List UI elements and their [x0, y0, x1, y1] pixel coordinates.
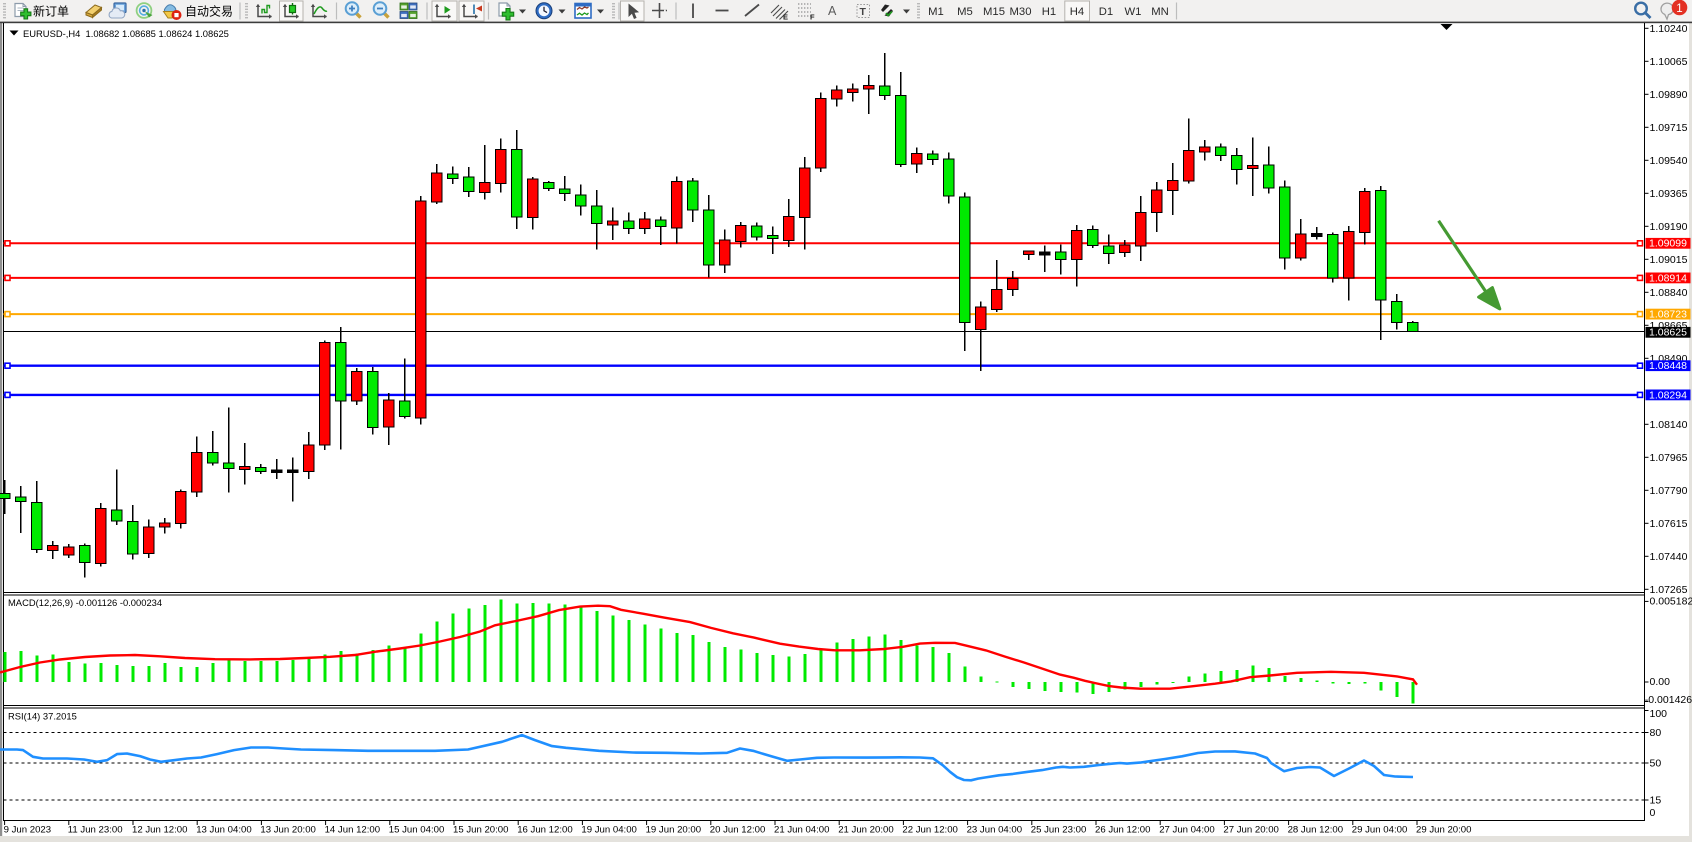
svg-text:0: 0 — [1650, 807, 1656, 819]
svg-text:M1: M1 — [928, 6, 944, 18]
svg-text:0.005182: 0.005182 — [1650, 596, 1692, 608]
svg-text:1.07965: 1.07965 — [1650, 452, 1688, 464]
svg-text:20 Jun 12:00: 20 Jun 12:00 — [710, 825, 765, 836]
svg-text:EURUSD-,H4 1.08682 1.08685 1.: EURUSD-,H4 1.08682 1.08685 1.08624 1.086… — [23, 28, 229, 39]
svg-text:W1: W1 — [1125, 6, 1142, 18]
svg-text:1.10065: 1.10065 — [1650, 56, 1688, 68]
svg-text:MACD(12,26,9) -0.001126 -0.000: MACD(12,26,9) -0.001126 -0.000234 — [8, 597, 162, 608]
svg-text:E: E — [783, 13, 788, 22]
svg-text:1.09890: 1.09890 — [1650, 89, 1688, 101]
svg-text:1.09540: 1.09540 — [1650, 155, 1688, 167]
svg-text:M30: M30 — [1010, 6, 1032, 18]
svg-text:1.09099: 1.09099 — [1649, 238, 1687, 250]
svg-text:15 Jun 04:00: 15 Jun 04:00 — [389, 825, 444, 836]
svg-text:22 Jun 12:00: 22 Jun 12:00 — [902, 825, 957, 836]
svg-text:50: 50 — [1650, 758, 1662, 770]
svg-text:1.09190: 1.09190 — [1650, 221, 1688, 233]
svg-text:23 Jun 04:00: 23 Jun 04:00 — [967, 825, 1022, 836]
svg-text:28 Jun 12:00: 28 Jun 12:00 — [1288, 825, 1343, 836]
svg-text:27 Jun 04:00: 27 Jun 04:00 — [1159, 825, 1214, 836]
svg-text:19 Jun 04:00: 19 Jun 04:00 — [581, 825, 636, 836]
svg-text:M5: M5 — [957, 6, 973, 18]
svg-text:自动交易: 自动交易 — [185, 4, 233, 19]
svg-text:A: A — [828, 4, 837, 18]
svg-text:1.09015: 1.09015 — [1650, 254, 1688, 266]
svg-text:1.08723: 1.08723 — [1649, 309, 1687, 321]
svg-text:12 Jun 12:00: 12 Jun 12:00 — [132, 825, 187, 836]
svg-text:13 Jun 04:00: 13 Jun 04:00 — [196, 825, 251, 836]
svg-text:M15: M15 — [983, 6, 1005, 18]
svg-text:1.08448: 1.08448 — [1649, 360, 1687, 372]
svg-text:1.08914: 1.08914 — [1649, 272, 1687, 284]
svg-text:H4: H4 — [1070, 6, 1084, 18]
svg-text:27 Jun 20:00: 27 Jun 20:00 — [1223, 825, 1278, 836]
svg-text:1.08840: 1.08840 — [1650, 287, 1688, 299]
svg-text:13 Jun 20:00: 13 Jun 20:00 — [260, 825, 315, 836]
svg-text:21 Jun 20:00: 21 Jun 20:00 — [838, 825, 893, 836]
svg-text:新订单: 新订单 — [33, 4, 69, 19]
svg-text:1.07615: 1.07615 — [1650, 518, 1688, 530]
svg-text:14 Jun 12:00: 14 Jun 12:00 — [325, 825, 380, 836]
svg-text:D1: D1 — [1099, 6, 1113, 18]
svg-text:1.09365: 1.09365 — [1650, 188, 1688, 200]
svg-text:80: 80 — [1650, 727, 1662, 739]
svg-text:1.08625: 1.08625 — [1649, 327, 1687, 339]
svg-text:1: 1 — [1676, 3, 1682, 15]
svg-text:0.00: 0.00 — [1650, 676, 1671, 688]
svg-text:MN: MN — [1151, 6, 1169, 18]
svg-text:29 Jun 04:00: 29 Jun 04:00 — [1352, 825, 1407, 836]
svg-text:1.09715: 1.09715 — [1650, 122, 1688, 134]
svg-text:1.07440: 1.07440 — [1650, 551, 1688, 563]
svg-text:11 Jun 23:00: 11 Jun 23:00 — [68, 825, 123, 836]
svg-text:H1: H1 — [1042, 6, 1056, 18]
svg-text:21 Jun 04:00: 21 Jun 04:00 — [774, 825, 829, 836]
svg-text:25 Jun 23:00: 25 Jun 23:00 — [1031, 825, 1086, 836]
svg-text:100: 100 — [1650, 708, 1668, 720]
svg-text:-0.001426: -0.001426 — [1645, 694, 1692, 706]
svg-text:1.08294: 1.08294 — [1649, 389, 1687, 401]
svg-text:1.07790: 1.07790 — [1650, 485, 1688, 497]
svg-text:1.10240: 1.10240 — [1650, 23, 1688, 35]
svg-text:26 Jun 12:00: 26 Jun 12:00 — [1095, 825, 1150, 836]
svg-text:T: T — [860, 6, 867, 18]
svg-text:15: 15 — [1650, 795, 1662, 807]
svg-text:19 Jun 20:00: 19 Jun 20:00 — [646, 825, 701, 836]
svg-text:29 Jun 20:00: 29 Jun 20:00 — [1416, 825, 1471, 836]
svg-text:1.07265: 1.07265 — [1650, 584, 1688, 596]
svg-text:9 Jun 2023: 9 Jun 2023 — [4, 825, 51, 836]
svg-text:RSI(14) 37.2015: RSI(14) 37.2015 — [8, 711, 77, 722]
svg-text:F: F — [810, 13, 815, 22]
svg-text:15 Jun 20:00: 15 Jun 20:00 — [453, 825, 508, 836]
svg-text:16 Jun 12:00: 16 Jun 12:00 — [517, 825, 572, 836]
svg-text:1.08140: 1.08140 — [1650, 419, 1688, 431]
